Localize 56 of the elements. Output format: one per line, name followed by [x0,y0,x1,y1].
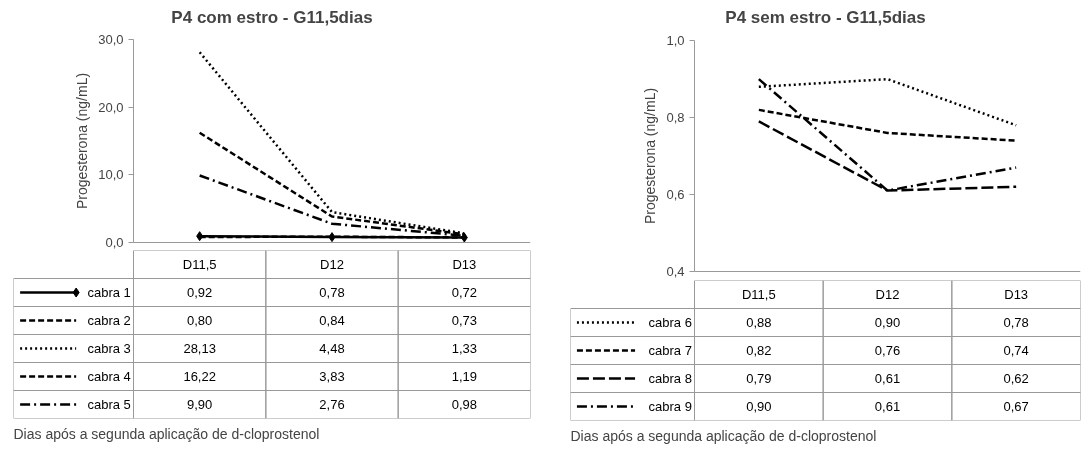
legend-label: cabra 9 [648,399,692,414]
data-label: 0,74 [1003,343,1029,358]
y-axis-title: Progesterona (ng/mL) [74,72,91,210]
x-tick-label: D12 [320,257,344,272]
data-label: 2,76 [319,397,345,412]
data-label: 0,80 [187,313,213,328]
y-tick-label: 0,8 [666,110,685,126]
x-axis-title: Dias após a segunda aplicação de d-cloprostenol [13,425,320,442]
data-label: 3,83 [319,369,345,384]
data-label: 0,72 [451,285,477,300]
y-tick-label: 1,0 [666,33,685,49]
legend-label: cabra 7 [648,343,692,358]
data-label: 0,67 [1003,399,1029,414]
legend-label: cabra 8 [648,371,692,386]
legend-label: cabra 4 [87,369,131,384]
data-label: 0,88 [746,315,772,330]
data-label: 0,78 [319,285,345,300]
data-label: 1,33 [451,341,477,356]
x-tick-label: D11,5 [741,287,776,302]
legend-label: cabra 5 [87,397,131,412]
legend-label: cabra 6 [648,315,692,330]
data-label: 4,48 [319,341,345,356]
y-tick-label: 0,4 [666,263,685,279]
legend-label: cabra 1 [87,285,131,300]
chart-title: P4 com estro - G11,5dias [171,7,373,27]
x-tick-label: D12 [875,287,900,302]
y-tick-label: 0,6 [666,186,685,202]
data-label: 0,62 [1003,371,1029,386]
x-axis-title: Dias após a segunda aplicação de d-cloprostenol [570,427,877,444]
y-tick-label: 20,0 [98,99,124,115]
y-tick-label: 10,0 [98,167,124,183]
x-tick-label: D13 [1004,287,1029,302]
data-label: 1,19 [451,369,477,384]
y-axis-title: Progesterona (ng/mL) [642,87,659,225]
x-tick-label: D11,5 [182,257,217,272]
data-label: 28,13 [183,341,216,356]
y-tick-label: 0,0 [105,234,124,250]
legend-label: cabra 3 [87,341,131,356]
data-label: 0,79 [746,371,772,386]
data-label: 0,92 [187,285,213,300]
data-label: 0,61 [874,371,901,386]
chart-title: P4 sem estro - G11,5dias [725,7,926,27]
data-label: 0,61 [874,399,901,414]
legend-label: cabra 2 [87,313,131,328]
data-label: 0,82 [746,343,772,358]
data-label: 9,90 [187,397,213,412]
data-label: 16,22 [183,369,216,384]
y-tick-label: 30,0 [98,32,124,48]
data-label: 0,73 [451,313,477,328]
data-label: 0,84 [319,313,345,328]
data-label: 0,98 [451,397,477,412]
data-label: 0,90 [746,399,772,414]
x-tick-label: D13 [452,257,477,272]
data-label: 0,78 [1003,315,1029,330]
data-label: 0,90 [874,315,901,330]
data-label: 0,76 [874,343,901,358]
